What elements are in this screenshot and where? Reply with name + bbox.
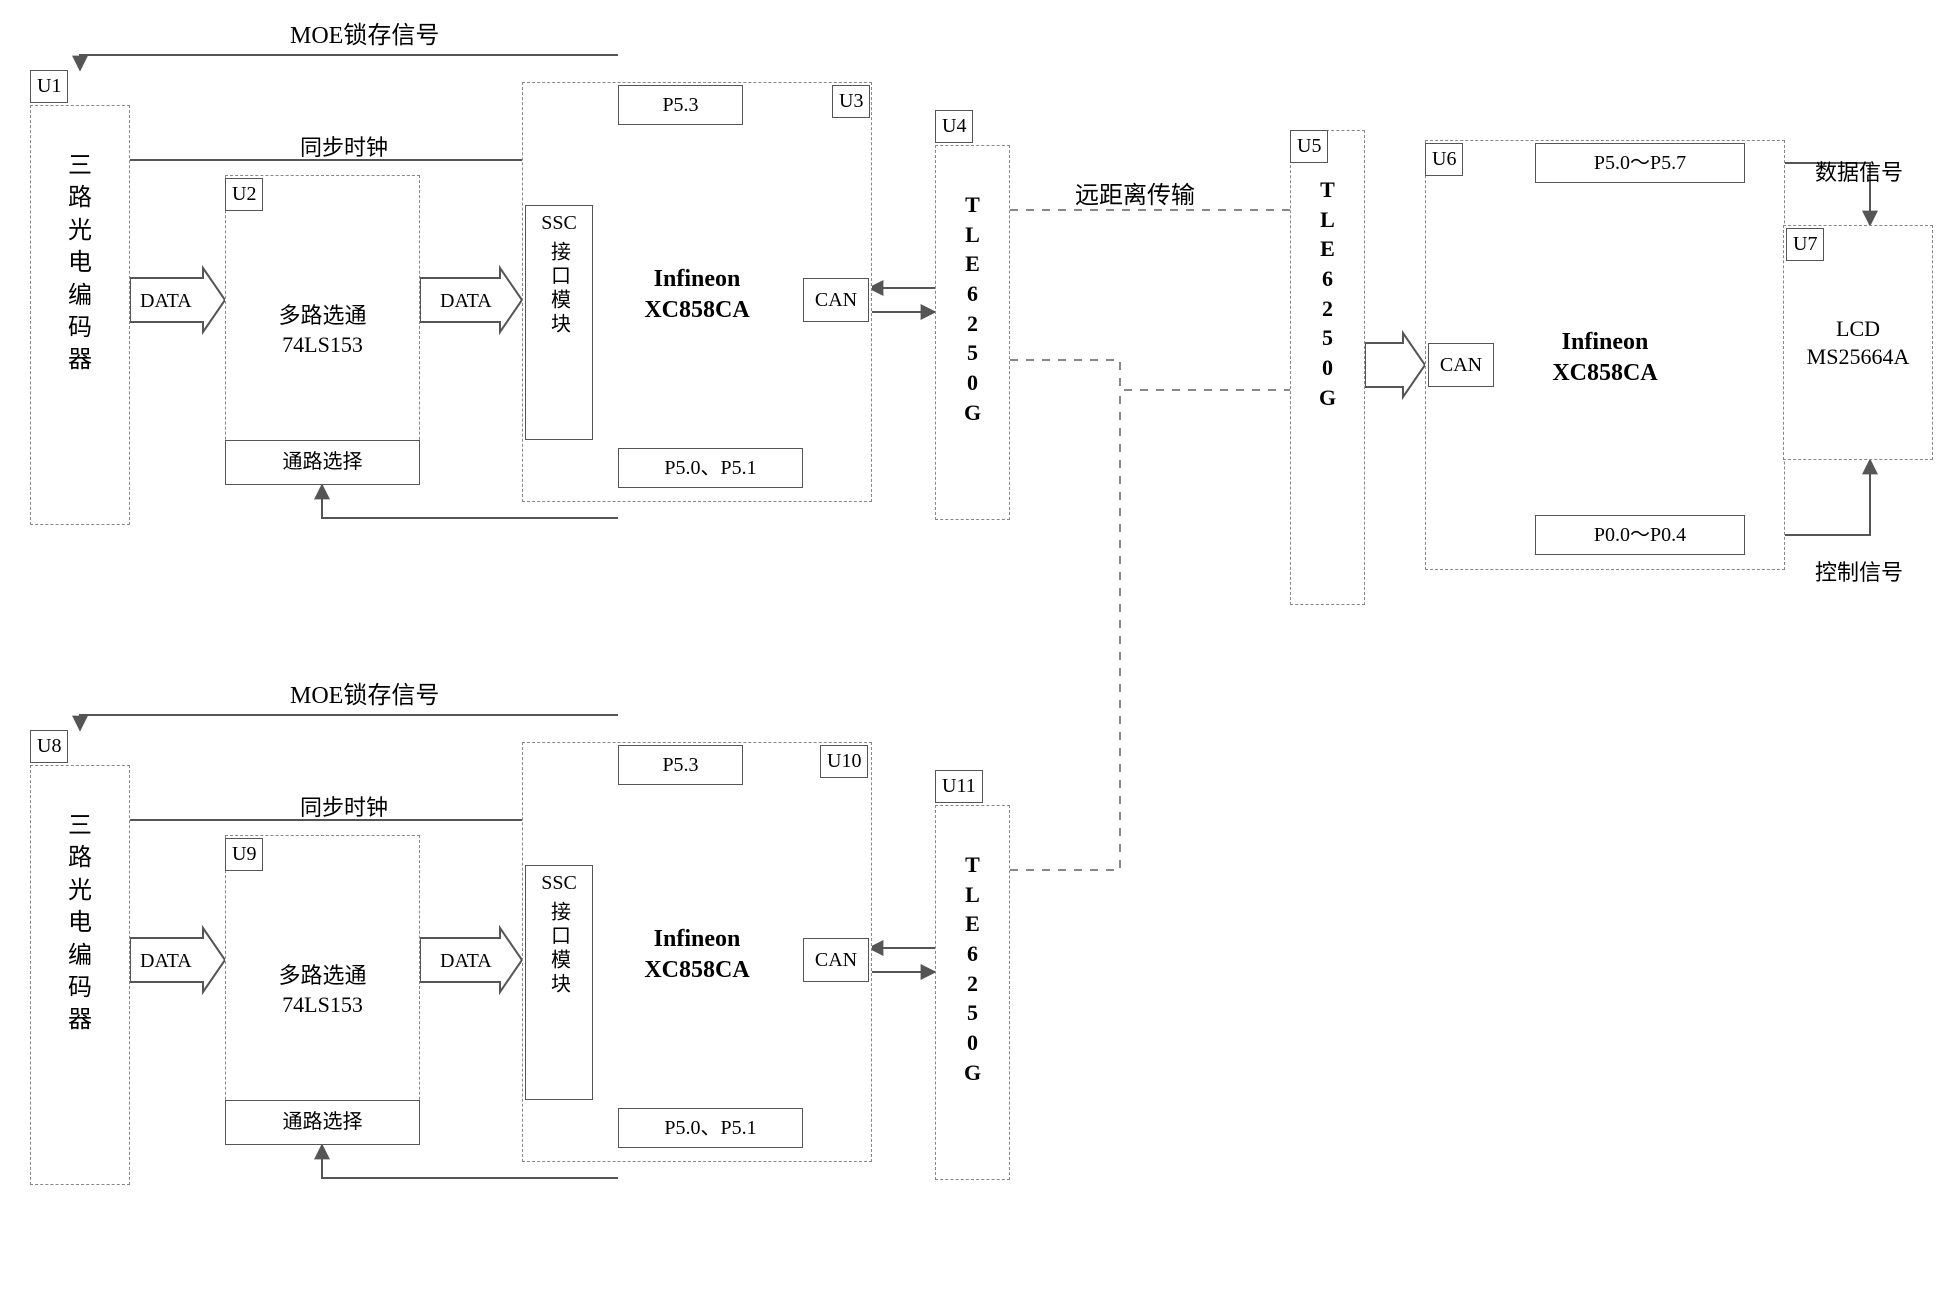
tag-u7: U7 bbox=[1786, 228, 1824, 261]
title-u9: 多路选通74LS153 bbox=[225, 962, 420, 1019]
title-u1: 三路光电编码器 bbox=[30, 150, 130, 377]
title-u5: TLE6250G bbox=[1290, 175, 1365, 413]
pin-u6-1: P0.0～P0.4 bbox=[1535, 515, 1745, 555]
title-u11: TLE6250G bbox=[935, 850, 1010, 1088]
free-label-3: DATA bbox=[440, 290, 492, 313]
title-u8: 三路光电编码器 bbox=[30, 810, 130, 1037]
free-label-0: MOE锁存信号 bbox=[290, 15, 439, 50]
title-u2: 多路选通74LS153 bbox=[225, 302, 420, 359]
tag-u1: U1 bbox=[30, 70, 68, 103]
free-label-10: DATA bbox=[440, 950, 492, 973]
free-label-9: DATA bbox=[140, 950, 192, 973]
pin-u3-1: P5.0、P5.1 bbox=[618, 448, 803, 488]
tag-u5: U5 bbox=[1290, 130, 1328, 163]
free-label-2: DATA bbox=[140, 290, 192, 313]
pin-u3-0: P5.3 bbox=[618, 85, 743, 125]
pin-u6-0: P5.0～P5.7 bbox=[1535, 143, 1745, 183]
free-label-6: 控制信号 bbox=[1815, 555, 1903, 587]
free-label-5: 数据信号 bbox=[1815, 155, 1903, 187]
tag-u10: U10 bbox=[820, 745, 868, 778]
inner-label-u2: 通路选择 bbox=[225, 440, 420, 485]
inner-label-u9: 通路选择 bbox=[225, 1100, 420, 1145]
tag-u8: U8 bbox=[30, 730, 68, 763]
free-label-1: 同步时钟 bbox=[300, 130, 388, 162]
free-label-7: MOE锁存信号 bbox=[290, 675, 439, 710]
pin-u10-2: SSC接口模块 bbox=[525, 865, 593, 1100]
title-u4: TLE6250G bbox=[935, 190, 1010, 428]
pin-u10-0: P5.3 bbox=[618, 745, 743, 785]
tag-u9: U9 bbox=[225, 838, 263, 871]
pin-u6-2: CAN bbox=[1428, 343, 1494, 387]
free-label-8: 同步时钟 bbox=[300, 790, 388, 822]
tag-u3: U3 bbox=[832, 85, 870, 118]
tag-u6: U6 bbox=[1425, 143, 1463, 176]
pin-u10-1: P5.0、P5.1 bbox=[618, 1108, 803, 1148]
pin-u3-3: CAN bbox=[803, 278, 869, 322]
tag-u4: U4 bbox=[935, 110, 973, 143]
title-u7: LCDMS25664A bbox=[1783, 315, 1933, 372]
pin-u10-3: CAN bbox=[803, 938, 869, 982]
tag-u11: U11 bbox=[935, 770, 983, 803]
free-label-4: 远距离传输 bbox=[1075, 175, 1195, 210]
tag-u2: U2 bbox=[225, 178, 263, 211]
pin-u3-2: SSC接口模块 bbox=[525, 205, 593, 440]
